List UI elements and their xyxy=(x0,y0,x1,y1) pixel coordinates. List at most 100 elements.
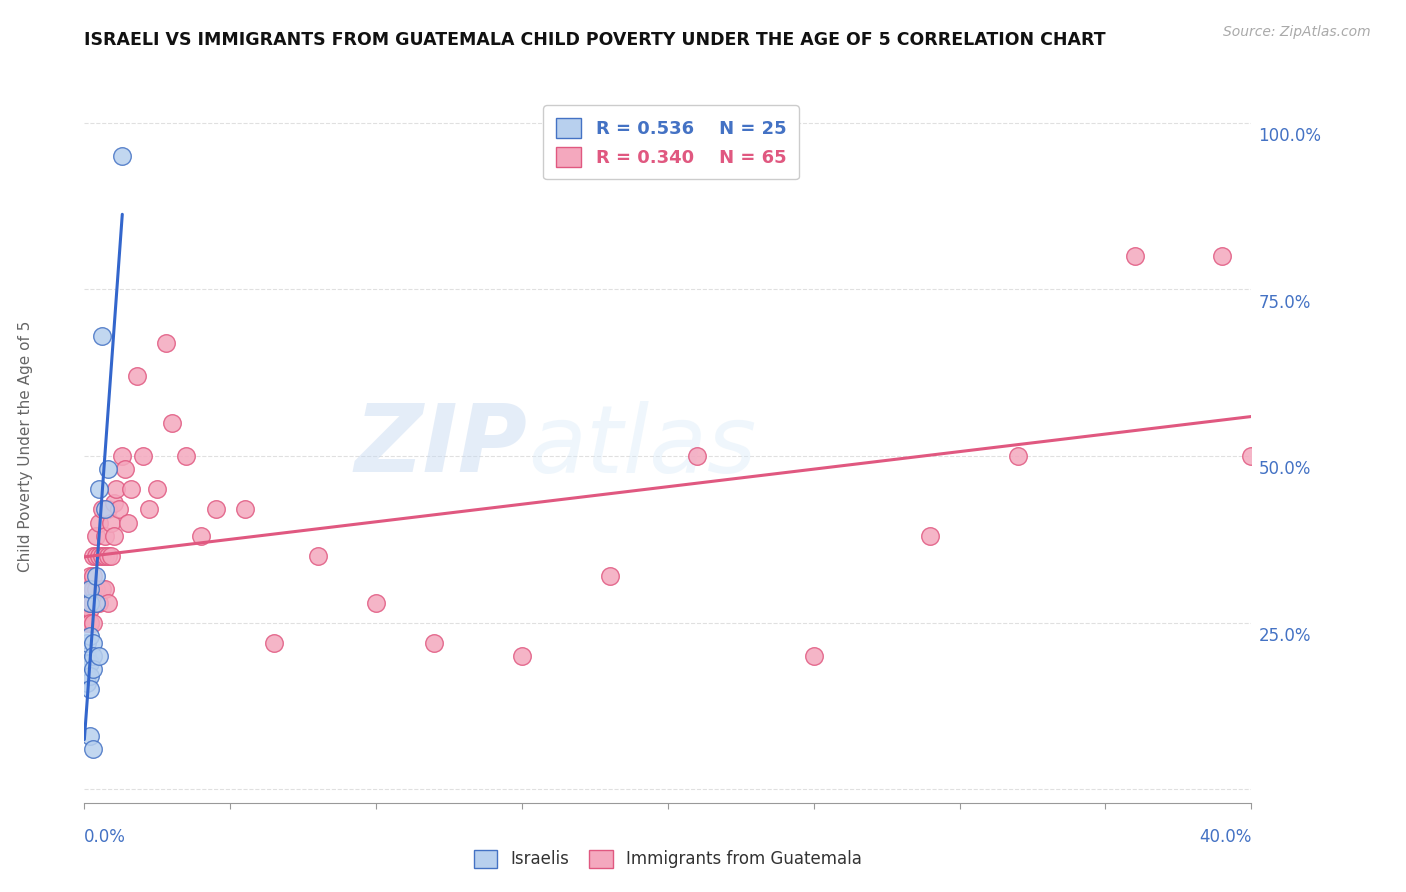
Point xyxy=(510,649,533,664)
Point xyxy=(82,615,104,630)
Point xyxy=(103,529,125,543)
Point xyxy=(94,529,117,543)
Point xyxy=(803,649,825,664)
Point xyxy=(79,589,101,603)
Point xyxy=(1240,449,1263,463)
Point xyxy=(79,615,101,630)
Point xyxy=(87,596,110,610)
Point xyxy=(423,636,446,650)
Point xyxy=(1007,449,1029,463)
Point xyxy=(76,669,98,683)
Point xyxy=(82,649,104,664)
Point xyxy=(84,582,107,597)
Point xyxy=(79,615,101,630)
Point xyxy=(307,549,329,563)
Point xyxy=(97,462,120,476)
Point xyxy=(87,549,110,563)
Point xyxy=(87,483,110,497)
Point xyxy=(1211,249,1233,263)
Point xyxy=(90,582,112,597)
Point xyxy=(76,596,98,610)
Text: atlas: atlas xyxy=(527,401,756,491)
Point xyxy=(125,368,148,383)
Point xyxy=(82,636,104,650)
Point xyxy=(82,742,104,756)
Point xyxy=(132,449,155,463)
Point xyxy=(100,549,122,563)
Point xyxy=(97,596,120,610)
Point xyxy=(76,656,98,670)
Point xyxy=(117,516,139,530)
Point xyxy=(190,529,212,543)
Text: ZIP: ZIP xyxy=(354,400,527,492)
Point xyxy=(79,602,101,616)
Point xyxy=(87,516,110,530)
Point xyxy=(76,589,98,603)
Text: 0.0%: 0.0% xyxy=(84,828,127,846)
Point xyxy=(84,596,107,610)
Point xyxy=(76,649,98,664)
Point xyxy=(82,582,104,597)
Point xyxy=(79,596,101,610)
Point xyxy=(79,569,101,583)
Text: 25.0%: 25.0% xyxy=(1258,627,1310,645)
Point xyxy=(76,675,98,690)
Point xyxy=(599,569,621,583)
Point xyxy=(94,582,117,597)
Point xyxy=(79,656,101,670)
Point xyxy=(686,449,709,463)
Point xyxy=(82,596,104,610)
Point xyxy=(1123,249,1146,263)
Point xyxy=(82,549,104,563)
Legend: Israelis, Immigrants from Guatemala: Israelis, Immigrants from Guatemala xyxy=(465,841,870,877)
Point xyxy=(920,529,942,543)
Point xyxy=(76,662,98,676)
Point xyxy=(366,596,388,610)
Point xyxy=(146,483,169,497)
Point xyxy=(90,502,112,516)
Point xyxy=(76,582,98,597)
Point xyxy=(111,149,134,163)
Point xyxy=(155,335,177,350)
Text: 100.0%: 100.0% xyxy=(1258,127,1322,145)
Point xyxy=(84,529,107,543)
Point xyxy=(105,483,128,497)
Text: 75.0%: 75.0% xyxy=(1258,293,1310,311)
Point xyxy=(114,462,136,476)
Point xyxy=(90,329,112,343)
Point xyxy=(233,502,256,516)
Text: ISRAELI VS IMMIGRANTS FROM GUATEMALA CHILD POVERTY UNDER THE AGE OF 5 CORRELATIO: ISRAELI VS IMMIGRANTS FROM GUATEMALA CHI… xyxy=(84,31,1107,49)
Point xyxy=(84,549,107,563)
Point xyxy=(79,596,101,610)
Point xyxy=(108,502,131,516)
Point xyxy=(204,502,226,516)
Point xyxy=(97,502,120,516)
Point xyxy=(76,602,98,616)
Point xyxy=(79,582,101,597)
Point xyxy=(120,483,142,497)
Point xyxy=(160,416,183,430)
Point xyxy=(79,729,101,743)
Point xyxy=(176,449,198,463)
Point xyxy=(94,549,117,563)
Point xyxy=(82,662,104,676)
Point xyxy=(87,649,110,664)
Point xyxy=(97,549,120,563)
Point xyxy=(263,636,285,650)
Text: 50.0%: 50.0% xyxy=(1258,460,1310,478)
Point xyxy=(103,496,125,510)
Point xyxy=(111,449,134,463)
Point xyxy=(79,629,101,643)
Text: Source: ZipAtlas.com: Source: ZipAtlas.com xyxy=(1223,25,1371,39)
Point xyxy=(138,502,160,516)
Point xyxy=(100,516,122,530)
Point xyxy=(76,636,98,650)
Point xyxy=(84,596,107,610)
Point xyxy=(76,615,98,630)
Point xyxy=(94,502,117,516)
Point xyxy=(84,569,107,583)
Text: 40.0%: 40.0% xyxy=(1199,828,1251,846)
Text: Child Poverty Under the Age of 5: Child Poverty Under the Age of 5 xyxy=(18,320,32,572)
Point xyxy=(90,549,112,563)
Point xyxy=(79,682,101,697)
